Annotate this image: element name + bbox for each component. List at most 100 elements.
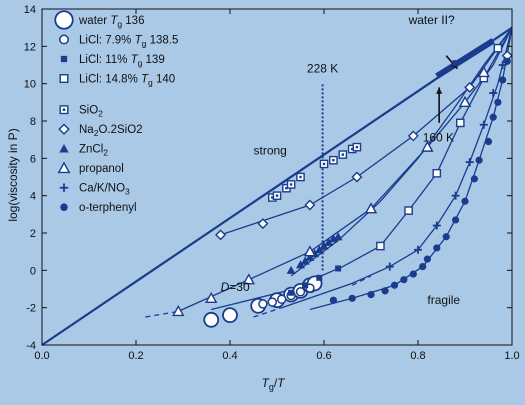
marker-filled-circle bbox=[348, 294, 356, 302]
marker-filled-triangle bbox=[59, 143, 69, 153]
marker-filled-square bbox=[316, 274, 323, 281]
marker-square-dot bbox=[289, 183, 293, 186]
y-tick-label: 6 bbox=[30, 153, 36, 165]
marker-dotted-square bbox=[338, 150, 348, 159]
marker-open-diamond bbox=[351, 171, 363, 183]
marker-open-diamond bbox=[58, 123, 70, 135]
legend-label: ZnCl2 bbox=[79, 144, 108, 158]
marker-square-dot bbox=[341, 153, 344, 156]
legend-text: o-terphenyl bbox=[79, 202, 137, 214]
legend-text: SiO bbox=[79, 105, 98, 117]
marker-square-dot bbox=[299, 175, 302, 179]
marker-filled-circle bbox=[367, 291, 375, 299]
marker-open-triangle bbox=[303, 245, 317, 257]
legend-text: ZnCl bbox=[79, 144, 103, 156]
marker-filled-circle bbox=[475, 156, 483, 164]
legend-subscript: 3 bbox=[125, 187, 130, 197]
marker-open-diamond bbox=[257, 218, 269, 230]
y-tick-label: 8 bbox=[30, 116, 36, 128]
marker-small-open-circle bbox=[276, 294, 287, 305]
plot-frame bbox=[41, 8, 513, 346]
marker-large-open-circle bbox=[222, 307, 238, 324]
marker-plus bbox=[479, 120, 488, 129]
legend-T: T bbox=[141, 74, 149, 86]
legend-text: Na bbox=[79, 124, 94, 136]
legend-T: T bbox=[135, 35, 143, 47]
x-tick-label: 0.8 bbox=[410, 350, 425, 362]
legend-label: Na2O.2SiO2 bbox=[79, 124, 143, 138]
annotation: 160 K bbox=[423, 131, 454, 145]
marker-filled-circle bbox=[442, 233, 450, 241]
marker-filled-circle bbox=[60, 203, 68, 211]
marker-filled-square bbox=[452, 60, 459, 67]
marker-dotted-square bbox=[296, 172, 305, 182]
legend-text: Ca/K/NO bbox=[79, 183, 125, 195]
y-tick-label: 4 bbox=[30, 191, 36, 203]
fit-curve bbox=[41, 26, 513, 346]
marker-square-dot bbox=[322, 162, 326, 166]
marker-dotted-square bbox=[329, 155, 338, 165]
fit-curve bbox=[178, 27, 513, 312]
x-axis-label: Tg/T bbox=[261, 376, 286, 392]
legend-subscript: g bbox=[142, 39, 147, 49]
marker-small-open-circle bbox=[267, 297, 278, 307]
legend-tail: 138.5 bbox=[146, 35, 178, 47]
legend-label: SiO2 bbox=[79, 105, 103, 119]
plot-area: 228 K 160 K water II? strong fragile D=30 bbox=[41, 13, 513, 346]
annotation: D=30 bbox=[221, 280, 250, 294]
dashed-extension bbox=[145, 310, 179, 318]
axes: 0.0 0.2 0.4 0.6 0.8 1.0 -4 -2 0 2 4 6 8 10 12 14 bbox=[24, 4, 520, 362]
marker-open-triangle bbox=[477, 66, 490, 78]
marker-dotted-square bbox=[352, 142, 362, 152]
marker-dotted-square bbox=[286, 180, 296, 189]
marker-open-triangle bbox=[364, 202, 378, 214]
marker-filled-circle bbox=[419, 263, 427, 271]
marker-open-triangle bbox=[421, 140, 434, 152]
marker-open-diamond bbox=[464, 81, 476, 93]
annotation: 228 K bbox=[307, 61, 338, 75]
marker-plus bbox=[414, 245, 422, 254]
marker-open-triangle bbox=[458, 95, 472, 108]
legend-text: propanol bbox=[79, 163, 124, 175]
legend-tail: 140 bbox=[153, 74, 175, 86]
marker-square-dot bbox=[351, 147, 354, 151]
marker-filled-circle bbox=[494, 98, 502, 106]
legend-label: LiCl: 14.8% Tg 140 bbox=[79, 74, 175, 88]
legend-label: Ca/K/NO3 bbox=[79, 183, 130, 197]
marker-square-dot bbox=[275, 194, 279, 197]
marker-filled-triangle bbox=[296, 260, 305, 269]
marker-square-dot bbox=[271, 196, 274, 199]
marker-filled-circle bbox=[484, 137, 493, 146]
marker-filled-circle bbox=[400, 276, 408, 284]
marker-plus bbox=[465, 158, 474, 167]
legend-subscript: g bbox=[117, 19, 122, 29]
legend-text: water bbox=[78, 15, 110, 27]
y-tick-label: 14 bbox=[24, 4, 36, 16]
annotation-D-value: =30 bbox=[229, 280, 250, 294]
legend-subscript: 2 bbox=[94, 128, 99, 138]
x-label-T: T bbox=[261, 376, 270, 390]
x-label-g: g bbox=[269, 382, 274, 392]
marker-filled-square bbox=[60, 55, 68, 63]
y-axis-label: log(viscosity in P) bbox=[6, 128, 20, 221]
legend-subscript: g bbox=[148, 78, 153, 88]
marker-filled-triangle bbox=[305, 252, 315, 261]
x-label-slash: / bbox=[274, 376, 278, 390]
marker-filled-triangle bbox=[286, 265, 296, 274]
marker-filled-circle bbox=[499, 76, 507, 84]
legend-label: o-terphenyl bbox=[79, 202, 137, 214]
marker-filled-circle bbox=[409, 270, 417, 278]
marker-open-square bbox=[493, 43, 503, 53]
legend-label: LiCl: 11% Tg 139 bbox=[79, 54, 165, 68]
x-tick-label: 1.0 bbox=[504, 350, 519, 362]
legend-label: water Tg 136 bbox=[78, 15, 144, 29]
marker-open-square bbox=[376, 241, 385, 251]
marker-square-dot bbox=[285, 187, 288, 190]
annotation: water II? bbox=[408, 13, 455, 27]
marker-filled-circle bbox=[461, 197, 469, 205]
marker-filled-square bbox=[288, 289, 295, 296]
marker-plus bbox=[489, 89, 498, 97]
marker-filled-circle bbox=[489, 113, 497, 121]
